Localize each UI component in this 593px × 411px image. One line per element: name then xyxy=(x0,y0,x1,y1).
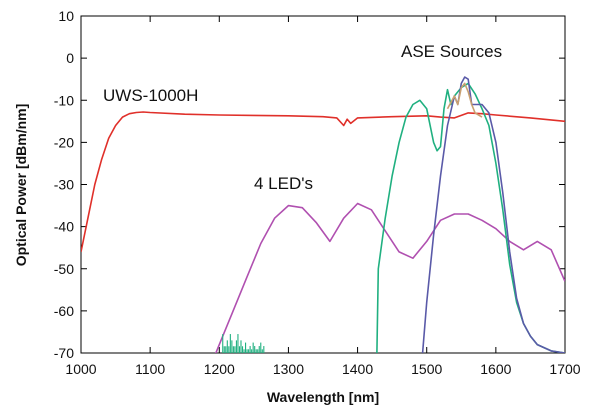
y-tick-label: -60 xyxy=(54,303,74,319)
y-axis-title: Optical Power [dBm/nm] xyxy=(13,104,29,267)
series-uws-1000h xyxy=(81,111,565,253)
x-tick-label: 1200 xyxy=(204,361,235,377)
x-tick-label: 1600 xyxy=(480,361,511,377)
y-tick-labels: 10 0 -10 -20 -30 -40 -50 -60 -70 xyxy=(54,8,74,361)
noise-floor-marks xyxy=(222,334,265,353)
x-axis-title: Wavelength [nm] xyxy=(267,389,379,405)
x-tick-label: 1500 xyxy=(411,361,442,377)
y-tick-label: -20 xyxy=(54,134,74,150)
x-tick-label: 1100 xyxy=(135,361,165,377)
y-tick-label: -10 xyxy=(54,92,74,108)
annotation-ase: ASE Sources xyxy=(401,42,502,61)
x-tick-label: 1300 xyxy=(273,361,304,377)
y-tick-label: -40 xyxy=(54,219,74,235)
x-tick-label: 1400 xyxy=(342,361,373,377)
annotation-uws: UWS-1000H xyxy=(103,86,198,105)
series-ase-blue xyxy=(421,76,565,353)
x-tick-labels: 1000 1100 1200 1300 1400 1500 1600 1700 xyxy=(65,361,580,377)
y-tick-label: -30 xyxy=(54,177,74,193)
plot-area xyxy=(80,15,566,354)
y-tick-label: -50 xyxy=(54,261,74,277)
y-tick-label: -70 xyxy=(54,345,74,361)
series-ase-tan xyxy=(446,82,483,118)
y-tick-label: 0 xyxy=(66,50,74,66)
series-4-leds xyxy=(214,202,565,353)
y-tick-label: 10 xyxy=(58,8,74,24)
annotation-leds: 4 LED's xyxy=(254,174,313,193)
series-lines xyxy=(81,76,565,353)
x-tick-label: 1700 xyxy=(549,361,580,377)
x-tick-label: 1000 xyxy=(65,361,96,377)
